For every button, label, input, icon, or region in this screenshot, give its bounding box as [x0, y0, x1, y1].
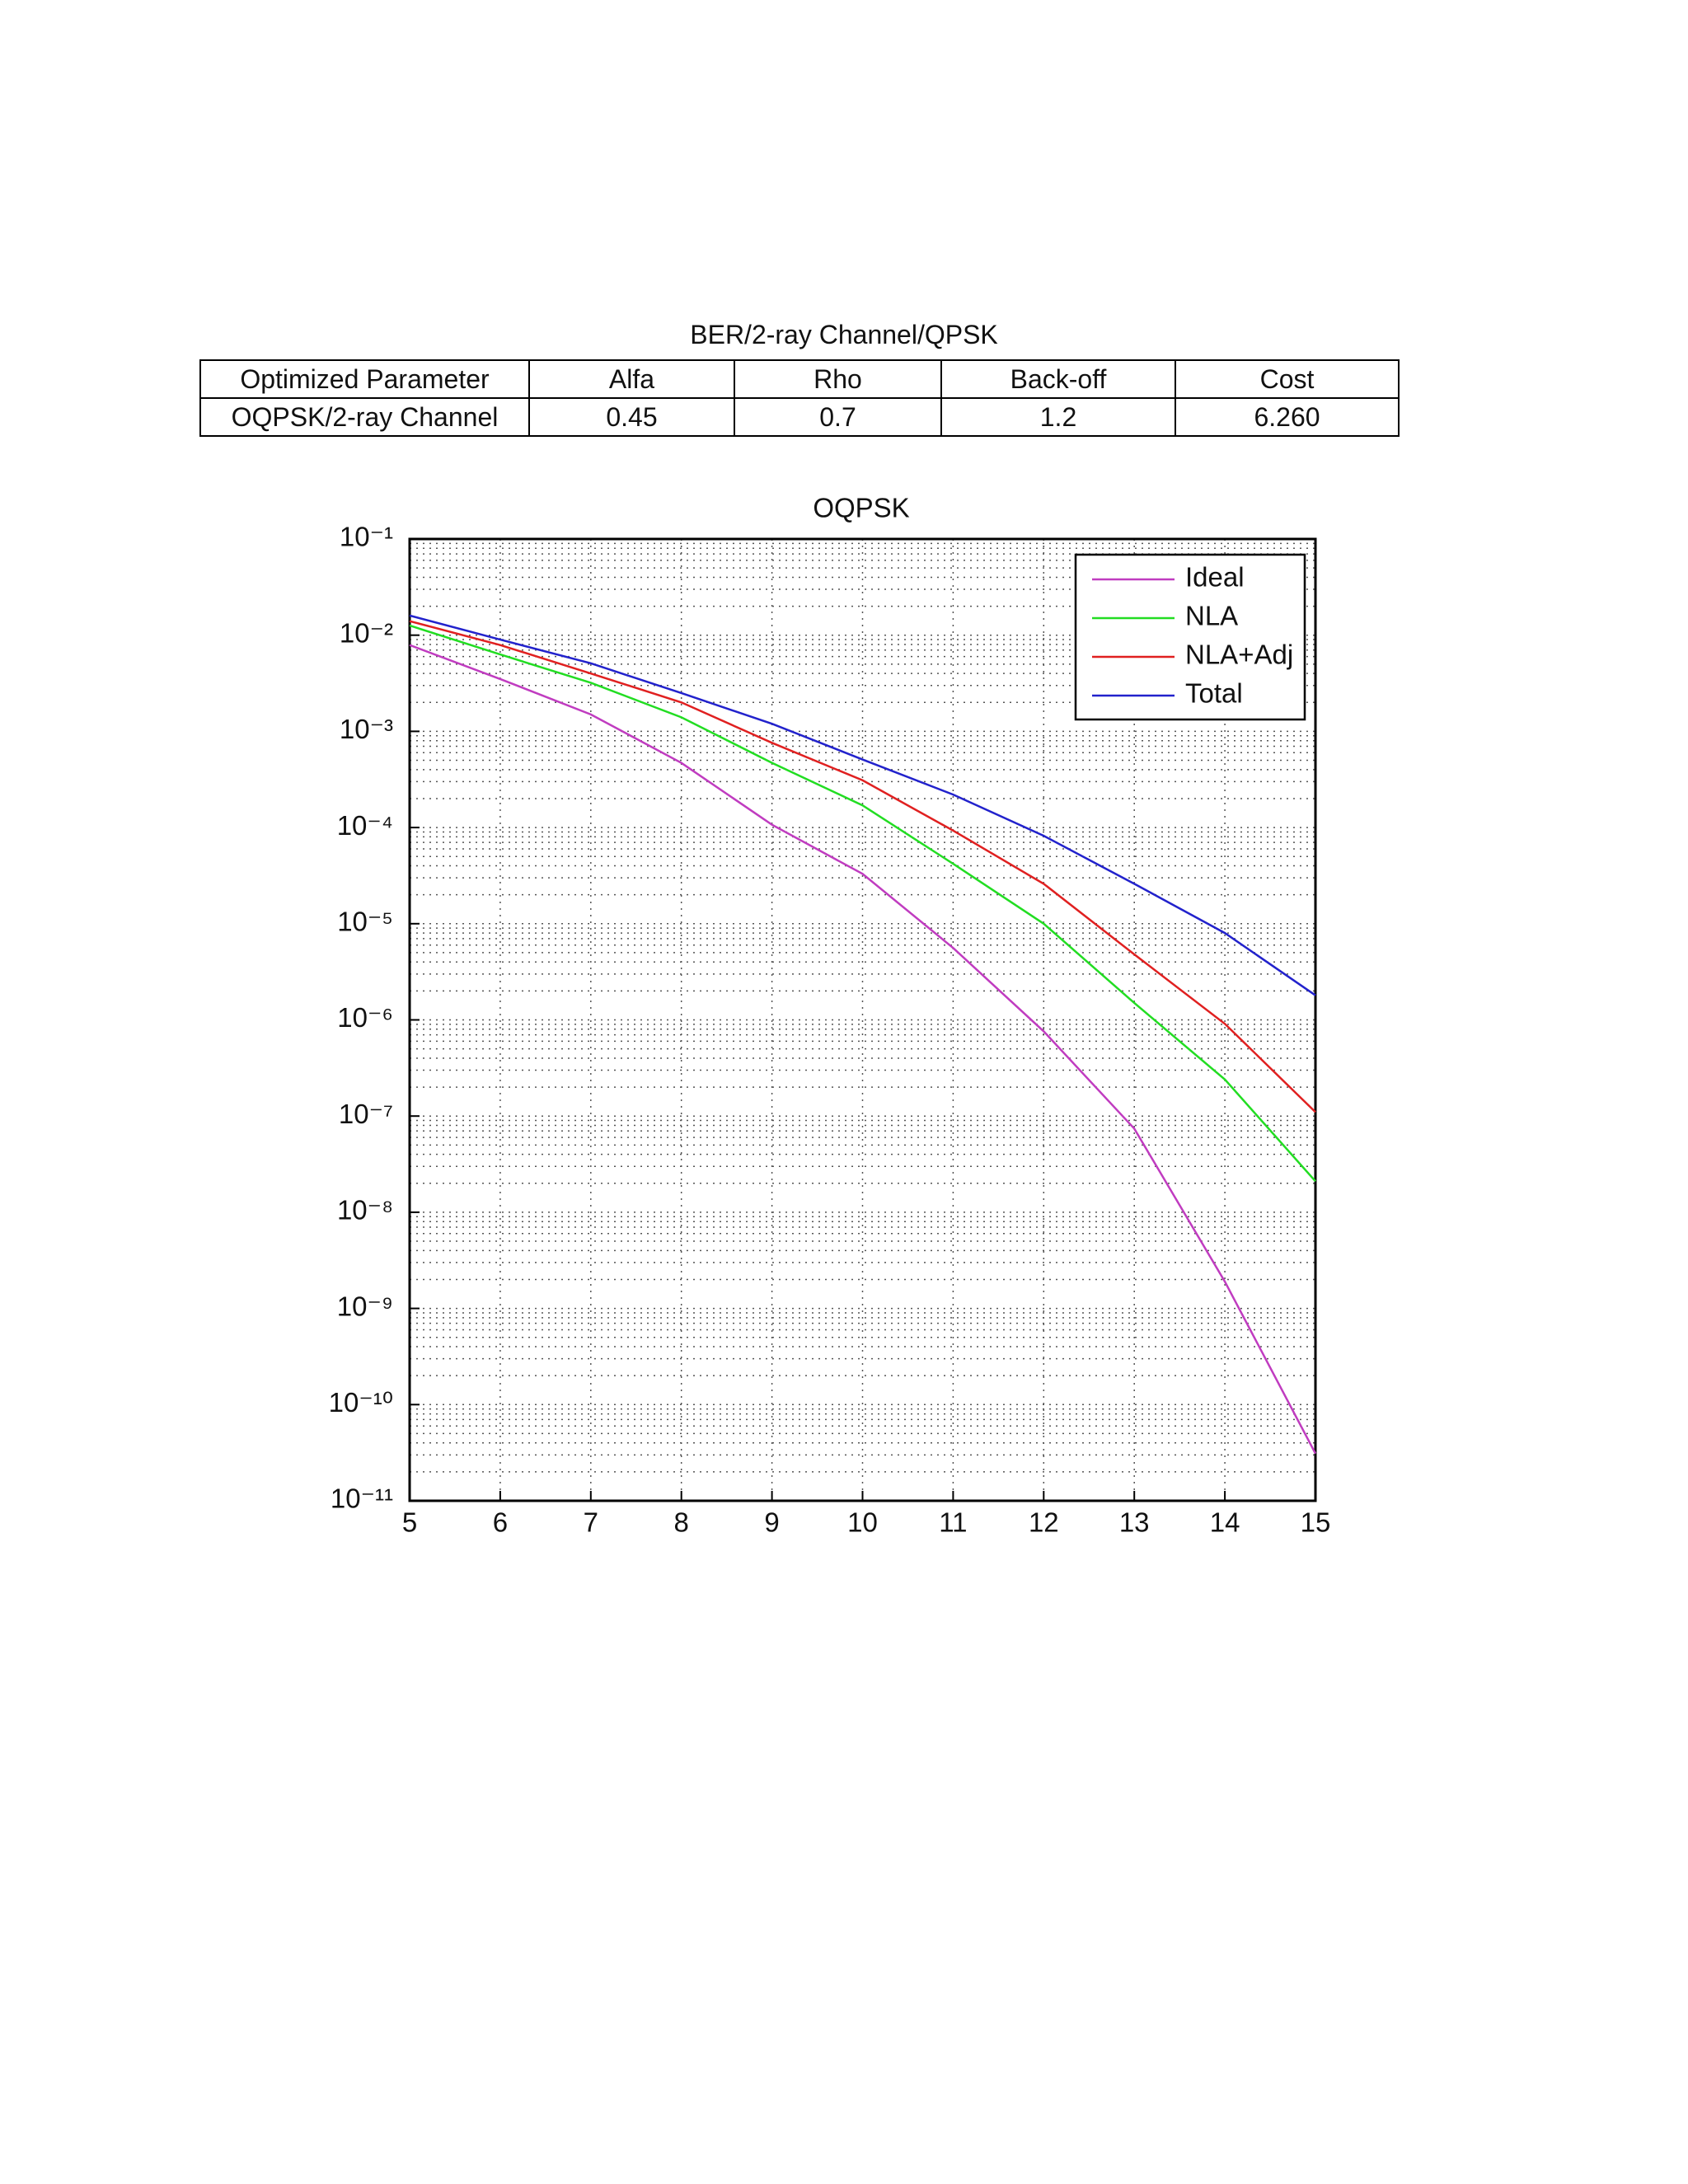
- x-tick-label: 7: [584, 1507, 598, 1538]
- y-tick-label: 10⁻⁸: [337, 1195, 393, 1226]
- table-row: Optimized Parameter Alfa Rho Back-off Co…: [199, 359, 1400, 399]
- parameter-table: Optimized Parameter Alfa Rho Back-off Co…: [199, 359, 1400, 437]
- table-cell: 0.7: [734, 397, 942, 437]
- chart-title: OQPSK: [813, 493, 909, 523]
- y-tick-label: 10⁻⁵: [337, 907, 393, 937]
- table-cell: Rho: [734, 359, 942, 399]
- table-title: BER/2-ray Channel/QPSK: [690, 320, 998, 349]
- series-line: [409, 614, 1316, 996]
- table-cell: Optimized Parameter: [199, 359, 530, 399]
- series-line: [409, 624, 1316, 1183]
- x-tick-label: 9: [764, 1507, 779, 1538]
- table-cell: OQPSK/2-ray Channel: [199, 397, 530, 437]
- table-cell: Cost: [1175, 359, 1400, 399]
- x-tick-label: 6: [493, 1507, 508, 1538]
- legend-label: NLA+Adj: [1185, 640, 1293, 670]
- y-tick-label: 10⁻⁹: [337, 1291, 393, 1321]
- y-tick-label: 10⁻¹: [340, 522, 393, 552]
- y-tick-label: 10⁻⁶: [337, 1002, 393, 1033]
- x-tick-label: 14: [1210, 1507, 1240, 1538]
- y-tick-label: 10⁻²: [340, 617, 393, 648]
- x-tick-label: 12: [1029, 1507, 1059, 1538]
- table-row: OQPSK/2-ray Channel 0.45 0.7 1.2 6.260: [199, 397, 1400, 437]
- legend-label: NLA: [1185, 601, 1238, 631]
- x-tick-label: 13: [1119, 1507, 1150, 1538]
- legend-box: [1074, 553, 1306, 721]
- y-tick-label: 10⁻³: [340, 714, 393, 744]
- legend-label: Total: [1185, 678, 1243, 709]
- x-tick-label: 15: [1301, 1507, 1331, 1538]
- table-cell: Alfa: [528, 359, 735, 399]
- x-tick-label: 11: [939, 1507, 967, 1538]
- x-tick-label: 10: [847, 1507, 878, 1538]
- table-cell: 6.260: [1175, 397, 1400, 437]
- y-tick-label: 10⁻¹⁰: [329, 1387, 393, 1418]
- y-tick-label: 10⁻⁷: [339, 1099, 393, 1129]
- series-line: [409, 620, 1316, 1113]
- x-tick-label: 5: [402, 1507, 417, 1538]
- table-cell: 1.2: [940, 397, 1176, 437]
- y-tick-label: 10⁻¹¹: [331, 1483, 393, 1514]
- x-tick-label: 8: [674, 1507, 689, 1538]
- y-tick-label: 10⁻⁴: [337, 810, 393, 841]
- plot-frame: [408, 537, 1317, 1502]
- series-line: [409, 644, 1317, 1455]
- table-cell: Back-off: [940, 359, 1176, 399]
- table-cell: 0.45: [528, 397, 735, 437]
- legend-label: Ideal: [1185, 562, 1245, 593]
